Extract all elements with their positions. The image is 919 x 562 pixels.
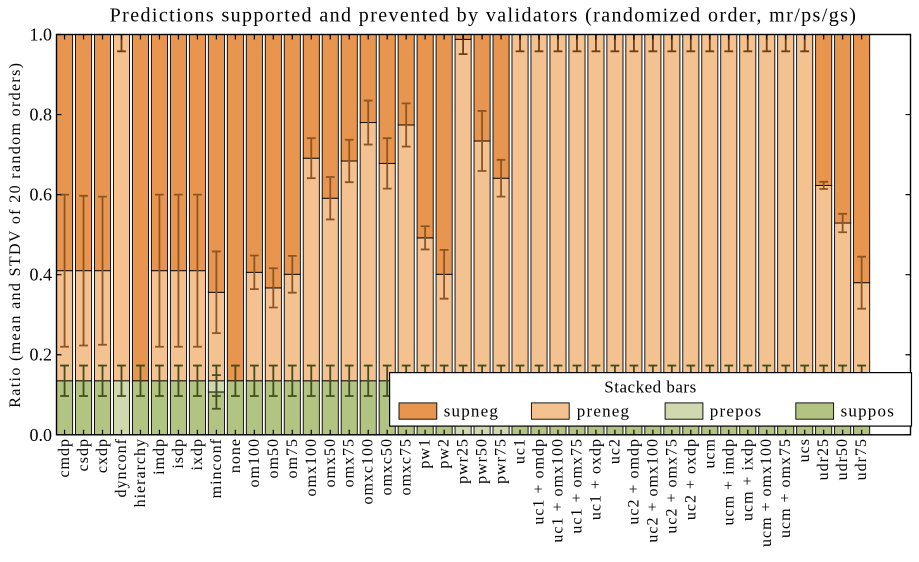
svg-text:udr50: udr50	[834, 438, 851, 480]
svg-text:0.6: 0.6	[30, 185, 53, 205]
svg-text:0.2: 0.2	[30, 345, 53, 365]
svg-text:pwr25: pwr25	[455, 438, 472, 484]
svg-text:om50: om50	[265, 438, 282, 478]
svg-text:preneg: preneg	[577, 402, 630, 421]
svg-text:omx100: omx100	[303, 438, 320, 496]
svg-text:ucm + omx100: ucm + omx100	[758, 438, 775, 547]
svg-text:csdp: csdp	[75, 438, 92, 471]
svg-text:pw1: pw1	[417, 438, 434, 469]
svg-text:uc2 + omdp: uc2 + omdp	[625, 438, 642, 525]
svg-text:cxdp: cxdp	[94, 438, 111, 473]
svg-text:suppos: suppos	[841, 402, 895, 421]
svg-text:uc2 + omx75: uc2 + omx75	[663, 438, 680, 534]
svg-text:om75: om75	[284, 438, 301, 478]
svg-text:omxc50: omxc50	[379, 438, 396, 496]
svg-text:ixdp: ixdp	[189, 438, 206, 470]
svg-text:1.0: 1.0	[30, 25, 53, 45]
svg-text:ucm + imdp: ucm + imdp	[720, 438, 737, 525]
svg-text:uc2: uc2	[606, 438, 623, 464]
svg-text:pw2: pw2	[436, 438, 453, 469]
svg-text:cmdp: cmdp	[56, 438, 73, 478]
svg-text:supneg: supneg	[444, 402, 499, 421]
svg-text:omxc75: omxc75	[398, 438, 415, 496]
svg-text:ucm + ixdp: ucm + ixdp	[739, 438, 756, 521]
svg-text:ucs: ucs	[796, 438, 813, 462]
svg-text:uc2 + omx100: uc2 + omx100	[644, 438, 661, 543]
svg-text:none: none	[227, 438, 244, 473]
svg-text:imdp: imdp	[151, 438, 168, 475]
svg-text:uc1 + omx75: uc1 + omx75	[568, 438, 585, 534]
svg-text:0.0: 0.0	[30, 425, 53, 445]
svg-text:0.8: 0.8	[30, 105, 53, 125]
svg-text:Ratio (mean and STDV of 20 ran: Ratio (mean and STDV of 20 random orders…	[7, 62, 24, 408]
svg-text:prepos: prepos	[710, 402, 763, 421]
svg-text:udr25: udr25	[815, 438, 832, 480]
svg-text:uc2 + oxdp: uc2 + oxdp	[682, 438, 699, 520]
svg-text:isdp: isdp	[170, 438, 187, 469]
svg-text:0.4: 0.4	[30, 265, 53, 285]
svg-text:dynconf: dynconf	[113, 438, 130, 497]
svg-text:uc1 + omdp: uc1 + omdp	[531, 438, 548, 525]
svg-text:omxc100: omxc100	[360, 438, 377, 505]
svg-text:udr75: udr75	[853, 438, 870, 480]
svg-text:pwr75: pwr75	[493, 438, 510, 484]
svg-text:omx75: omx75	[341, 438, 358, 487]
svg-text:omx50: omx50	[322, 438, 339, 487]
svg-text:uc1: uc1	[512, 438, 529, 464]
svg-text:minconf: minconf	[208, 438, 225, 498]
svg-text:ucm + omx75: ucm + omx75	[777, 438, 794, 538]
svg-text:pwr50: pwr50	[474, 438, 491, 484]
svg-text:om100: om100	[246, 438, 263, 487]
svg-text:uc1 + oxdp: uc1 + oxdp	[587, 438, 604, 520]
svg-text:hierarchy: hierarchy	[132, 438, 149, 507]
svg-text:uc1 + omx100: uc1 + omx100	[549, 438, 566, 543]
svg-text:ucm: ucm	[701, 438, 718, 469]
svg-text:Stacked bars: Stacked bars	[604, 377, 696, 396]
svg-text:Predictions supported and prev: Predictions supported and prevented by v…	[110, 5, 858, 27]
